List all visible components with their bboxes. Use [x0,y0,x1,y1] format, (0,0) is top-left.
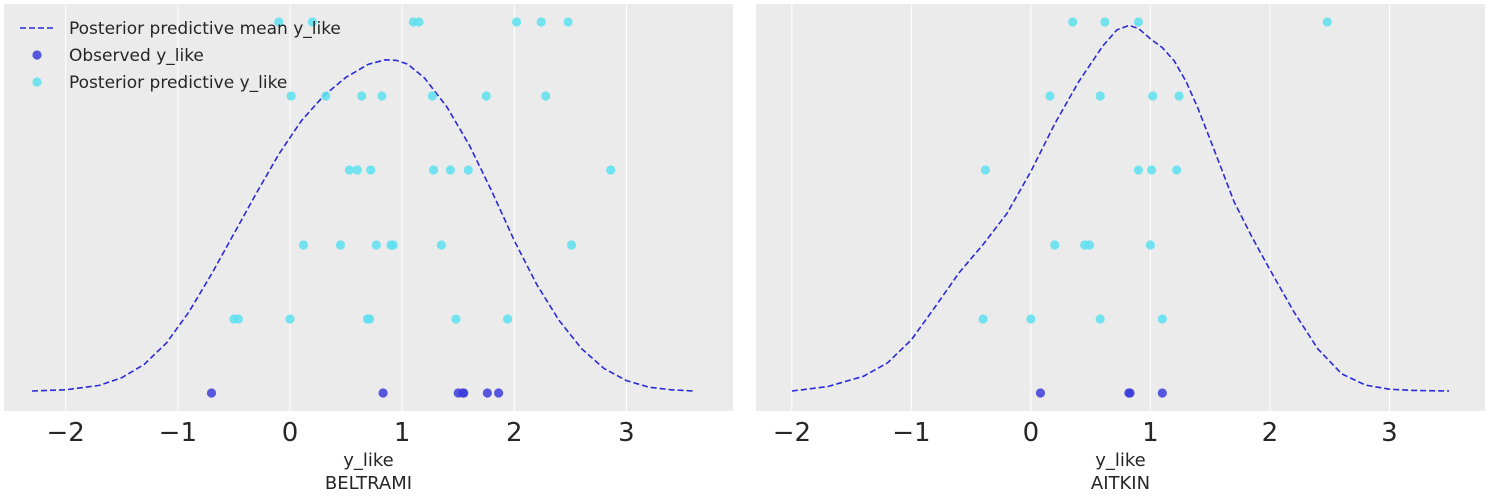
posterior-predictive-point [428,165,439,175]
posterior-predictive-point [536,17,546,27]
posterior-predictive-point [427,91,438,101]
posterior-predictive-point [286,91,296,101]
posterior-predictive-point [298,240,309,250]
posterior-predictive-point [366,165,376,175]
posterior-predictive-point [233,314,244,324]
posterior-predictive-point [1084,240,1095,250]
posterior-predictive-point [606,165,616,175]
x-tick-label: 0 [282,418,299,448]
posterior-predictive-point [1172,165,1182,175]
x-tick-label: −1 [892,418,930,448]
posterior-predictive-point [1095,91,1105,101]
x-axis-label: y_like [1095,450,1146,471]
posterior-predictive-point [1133,17,1144,27]
posterior-predictive-point [1100,17,1110,27]
posterior-predictive-point [1133,165,1144,175]
posterior-predictive-point [365,314,375,324]
posterior-predictive-point [321,91,331,101]
posterior-predictive-point [377,91,387,101]
observed-point [482,388,492,398]
x-axis-panel-label: AITKIN [1091,473,1150,494]
posterior-predictive-point [541,91,551,101]
legend-label: Posterior predictive y_like [69,73,287,93]
legend-label: Observed y_like [69,46,204,66]
x-tick-label: 0 [1023,418,1040,448]
x-tick-label: 2 [1262,418,1279,448]
x-tick-label: −2 [47,418,85,448]
posterior-predictive-point [1045,91,1055,101]
posterior-predictive-point [980,165,991,175]
posterior-predictive-point [352,165,362,175]
posterior-predictive-point [1148,91,1158,101]
posterior-predictive-point [502,314,513,324]
x-tick-label: 1 [1142,418,1159,448]
posterior-predictive-point [1068,17,1078,27]
posterior-predictive-point [511,17,522,27]
posterior-predictive-point [1145,240,1155,250]
posterior-predictive-point [1026,314,1036,324]
posterior-predictive-point [1095,314,1105,324]
posterior-predictive-point [1146,165,1157,175]
observed-point [1157,388,1167,398]
observed-point [378,388,388,398]
posterior-predictive-point [307,17,318,27]
posterior-predictive-point [563,17,573,27]
posterior-predictive-point [357,91,367,101]
posterior-predictive-point [463,165,473,175]
legend: Posterior predictive mean y_like Observed… [20,19,341,93]
x-tick-label: −2 [773,418,811,448]
posterior-predictive-point [1174,91,1184,101]
posterior-predictive-point [371,240,381,250]
posterior-predictive-point [1050,240,1060,250]
x-tick-label: 3 [618,418,635,448]
posterior-predictive-point [481,91,491,101]
posterior-predictive-point [978,314,988,324]
posterior-predictive-point [451,314,461,324]
legend-label: Posterior predictive mean y_like [69,19,341,39]
plot-area [756,4,1485,411]
posterior-mean-curve [791,24,1450,392]
posterior-predictive-point [274,17,284,27]
plot-area [4,4,733,411]
x-axis-label: y_like [343,450,394,471]
posterior-predictive-point [436,240,446,250]
posterior-mean-curve [31,58,694,392]
legend-swatch-dot [32,77,42,87]
posterior-predictive-point [414,17,424,27]
observed-point [206,388,217,398]
posterior-predictive-point [344,165,355,175]
observed-point [459,388,469,398]
x-tick-label: 3 [1381,418,1398,448]
x-tick-label: 2 [506,418,523,448]
observed-point [1035,388,1046,398]
x-axis-panel-label: BELTRAMI [325,473,412,494]
posterior-predictive-point [388,240,398,250]
observed-point [1125,388,1135,398]
posterior-predictive-point [1322,17,1332,27]
x-tick-label: −1 [159,418,197,448]
observed-point [493,388,504,398]
posterior-predictive-point [285,314,295,324]
posterior-predictive-point [335,240,346,250]
posterior-predictive-point [445,165,455,175]
posterior-predictive-point [566,240,577,250]
x-tick-label: 1 [394,418,411,448]
posterior-predictive-point [1157,314,1167,324]
legend-swatch-dot [32,50,42,60]
